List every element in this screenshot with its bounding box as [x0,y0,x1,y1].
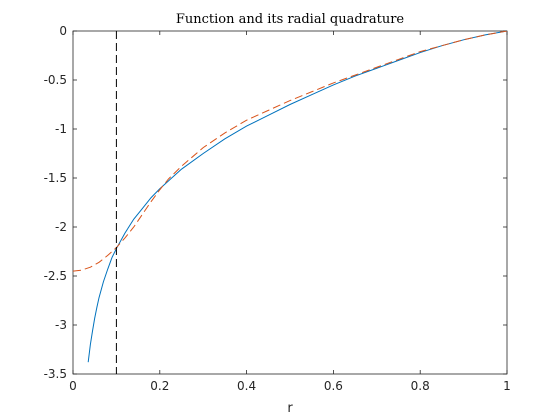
x-tick-label: 1 [503,379,511,393]
x-tick-label: 0.2 [150,379,169,393]
y-tick-label: -1.5 [44,171,67,185]
y-tick-label: -1 [55,122,67,136]
series-line-solid [87,31,507,363]
y-tick-label: -2 [55,220,67,234]
y-tick-label: -0.5 [44,73,67,87]
y-tick-label: -2.5 [44,269,67,283]
y-tick-label: -3 [55,318,67,332]
x-tick-label: 0.8 [411,379,430,393]
plot-area: 0 0.2 0.4 0.6 0.8 1 0 -0.5 -1 -1.5 -2 -2.5 -3 -3.5 [44,24,511,393]
chart-title: Function and its radial quadrature [176,12,405,27]
x-tick-label: 0.4 [237,379,256,393]
y-tick-label: 0 [59,24,67,38]
x-axis-label: r [287,401,293,416]
x-tick-label: 0.6 [324,379,343,393]
x-tick-label: 0 [69,379,77,393]
series-line-dashed [73,31,507,272]
y-tick-label: -3.5 [44,367,67,381]
axes-box [72,30,508,375]
